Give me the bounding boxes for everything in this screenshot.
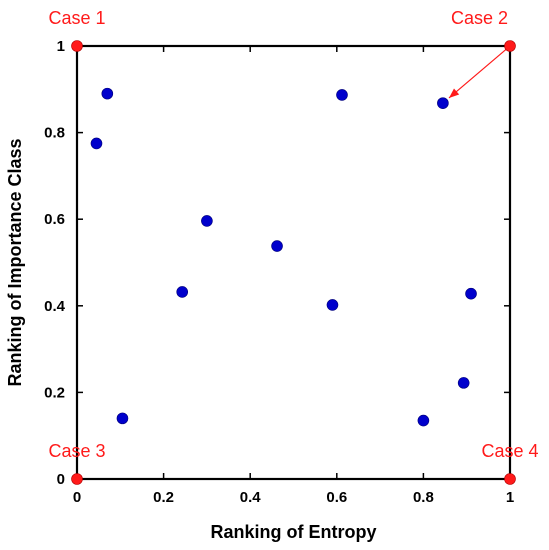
case-point [504,40,516,52]
data-point [176,286,189,298]
y-axis-title: Ranking of Importance Class [5,138,25,386]
x-tick-label: 0.8 [413,489,434,506]
y-tick-label: 1 [57,38,65,55]
data-point [326,299,339,311]
annotation-arrow-head [448,88,460,98]
x-tick-label: 0.4 [240,489,262,506]
data-point [465,287,477,300]
data-point [116,412,129,425]
y-tick-label: 0.2 [44,384,65,401]
x-axis-title: Ranking of Entropy [211,522,377,542]
x-tick-label: 0.6 [326,489,347,506]
y-tick-label: 0.8 [44,125,65,142]
y-tick-label: 0.4 [44,298,66,315]
data-point [437,97,449,109]
x-tick-label: 1 [506,489,514,506]
data-point [90,137,103,150]
plot-frame [75,44,512,481]
case-label: Case 3 [48,441,105,461]
ticks-layer: 0 0.2 0.4 0.6 0.8 1 0 0.2 0.4 0.6 0.8 1 [44,38,514,506]
data-point [201,215,213,227]
y-tick-label: 0.6 [44,211,65,228]
x-tick-label: 0.2 [153,489,174,506]
case-point [71,473,83,485]
case-point [504,473,516,485]
data-point [101,87,114,100]
case-label: Case 4 [481,441,538,461]
annotation-arrow-line [448,45,511,99]
x-tick-label: 0 [73,489,81,506]
data-point [336,89,348,101]
arrow-layer [448,45,511,99]
data-point [457,377,470,389]
case-label: Case 2 [451,8,508,28]
data-point [417,414,430,427]
y-tick-label: 0 [57,471,65,488]
points-layer [71,40,516,485]
case-point [71,40,83,52]
case-label: Case 1 [48,8,105,28]
data-point [271,240,283,252]
annotation-layer: Case 1 Case 2 Case 3 Case 4 [48,8,538,461]
